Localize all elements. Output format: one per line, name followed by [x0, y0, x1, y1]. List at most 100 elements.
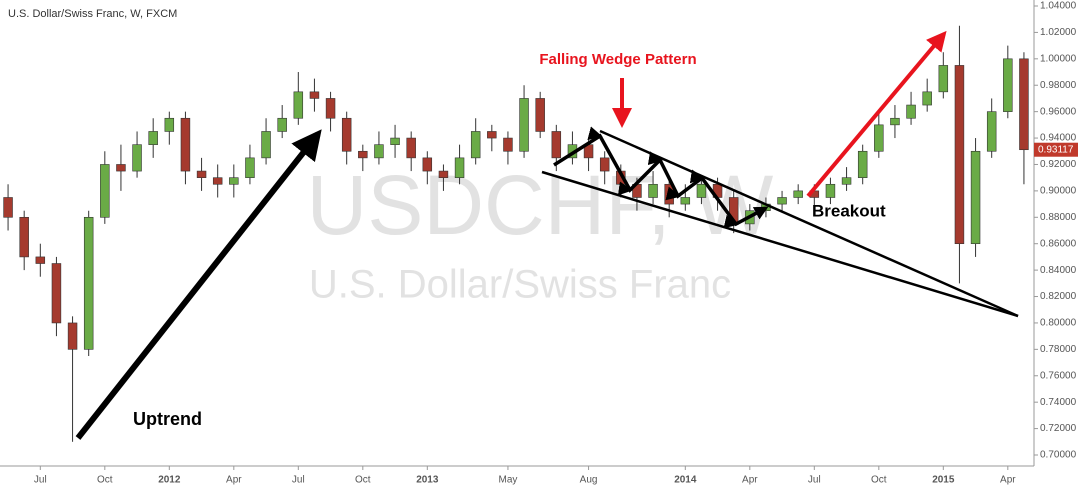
candle-body [535, 98, 545, 132]
candle-body [438, 170, 449, 178]
candle-body [35, 256, 46, 264]
candle-body [406, 137, 416, 159]
candle-body [309, 91, 320, 99]
candle-body [599, 157, 610, 172]
chart-title: U.S. Dollar/Swiss Franc, W, FXCM [8, 8, 177, 20]
breakout-label: Breakout [812, 201, 886, 220]
candle-body [51, 263, 62, 324]
candle-body [212, 177, 223, 185]
candle-body [874, 124, 884, 152]
candle-body [422, 157, 433, 172]
y-tick-label: 0.84000 [1040, 265, 1077, 276]
candle-body [503, 137, 513, 152]
candle-body [680, 197, 691, 205]
candle-body [938, 65, 949, 93]
y-tick-label: 0.88000 [1040, 212, 1077, 223]
candle-body [986, 111, 997, 152]
candle-body [890, 117, 900, 126]
x-tick-label: Aug [580, 475, 598, 486]
candle-body [470, 131, 481, 159]
x-tick-label: 2014 [674, 475, 697, 486]
x-tick-label: Jul [808, 475, 821, 486]
candle-body [954, 65, 965, 245]
candle-body [67, 322, 78, 350]
last-price-box [1034, 142, 1078, 157]
x-tick-label: May [498, 475, 517, 486]
candle-body [1003, 58, 1013, 112]
candle-body [277, 117, 287, 132]
candle-body [3, 197, 13, 218]
x-tick-label: 2015 [932, 475, 955, 486]
candle-body [793, 190, 803, 198]
candle-body [374, 144, 384, 159]
y-tick-label: 0.94000 [1040, 133, 1077, 144]
candle-body [390, 137, 400, 145]
candle-body [825, 183, 836, 198]
candle-body [841, 177, 852, 185]
candle-body [777, 197, 787, 205]
candle-body [196, 170, 207, 178]
candle-body [261, 131, 271, 159]
candle-body [132, 144, 142, 172]
candle-body [857, 150, 868, 178]
annotations: Falling Wedge Pattern Breakout Uptrend [75, 30, 1019, 440]
x-tick-label: Jul [292, 475, 305, 486]
candle-body [245, 157, 255, 178]
y-tick-label: 1.00000 [1040, 53, 1077, 64]
candle-body [358, 150, 368, 159]
x-tick-label: 2013 [416, 475, 439, 486]
x-tick-label: Jul [34, 475, 47, 486]
candle-body [341, 117, 352, 152]
candle-body [116, 164, 126, 172]
y-tick-label: 0.76000 [1040, 370, 1077, 381]
candle-body [229, 177, 239, 185]
candle-body [164, 117, 175, 132]
x-tick-label: Apr [226, 475, 242, 486]
y-tick-label: 0.90000 [1040, 186, 1077, 197]
y-tick-label: 1.04000 [1040, 1, 1077, 12]
last-price-label: 0.93117 [1038, 144, 1074, 155]
candle-body [970, 150, 981, 245]
breakout-arrow [806, 30, 947, 198]
y-tick-label: 0.98000 [1040, 80, 1077, 91]
wedge-swing-arrows [553, 126, 769, 229]
y-tick-label: 0.86000 [1040, 238, 1077, 249]
candle-body [293, 91, 304, 119]
candle-body [325, 98, 336, 119]
x-tick-label: Apr [742, 475, 758, 486]
y-tick-label: 1.02000 [1040, 27, 1077, 38]
uptrend-label: Uptrend [133, 409, 202, 429]
candle-body [551, 131, 562, 159]
candle-body [19, 216, 29, 258]
x-tick-label: Apr [1000, 475, 1016, 486]
watermark: USDCHF, W [307, 158, 774, 252]
candle-body [922, 91, 932, 106]
y-tick-label: 0.70000 [1040, 450, 1077, 461]
candle-body [83, 216, 94, 350]
x-tick-label: 2012 [158, 475, 181, 486]
x-tick-label: Oct [871, 475, 887, 486]
candle-body [696, 183, 707, 198]
y-tick-label: 0.72000 [1040, 423, 1077, 434]
uptrend-arrow [75, 129, 322, 440]
pattern-label: Falling Wedge Pattern [539, 51, 696, 68]
candle-body [487, 131, 497, 139]
y-tick-label: 0.80000 [1040, 318, 1077, 329]
y-tick-label: 0.74000 [1040, 397, 1077, 408]
candle-body [148, 131, 158, 145]
candle-body [1019, 58, 1029, 151]
candle-body [906, 104, 916, 119]
y-tick-label: 0.82000 [1040, 291, 1077, 302]
y-tick-label: 0.78000 [1040, 344, 1077, 355]
candle-body [454, 157, 465, 178]
watermark-subtitle: U.S. Dollar/Swiss Franc [309, 263, 731, 307]
y-tick-label: 0.96000 [1040, 106, 1077, 117]
y-tick-label: 0.92000 [1040, 159, 1077, 170]
x-tick-label: Oct [97, 475, 113, 486]
candle-body [180, 117, 191, 172]
candle-body [100, 164, 110, 218]
candle-body [519, 98, 529, 152]
x-tick-label: Oct [355, 475, 371, 486]
candle-body [648, 183, 658, 198]
